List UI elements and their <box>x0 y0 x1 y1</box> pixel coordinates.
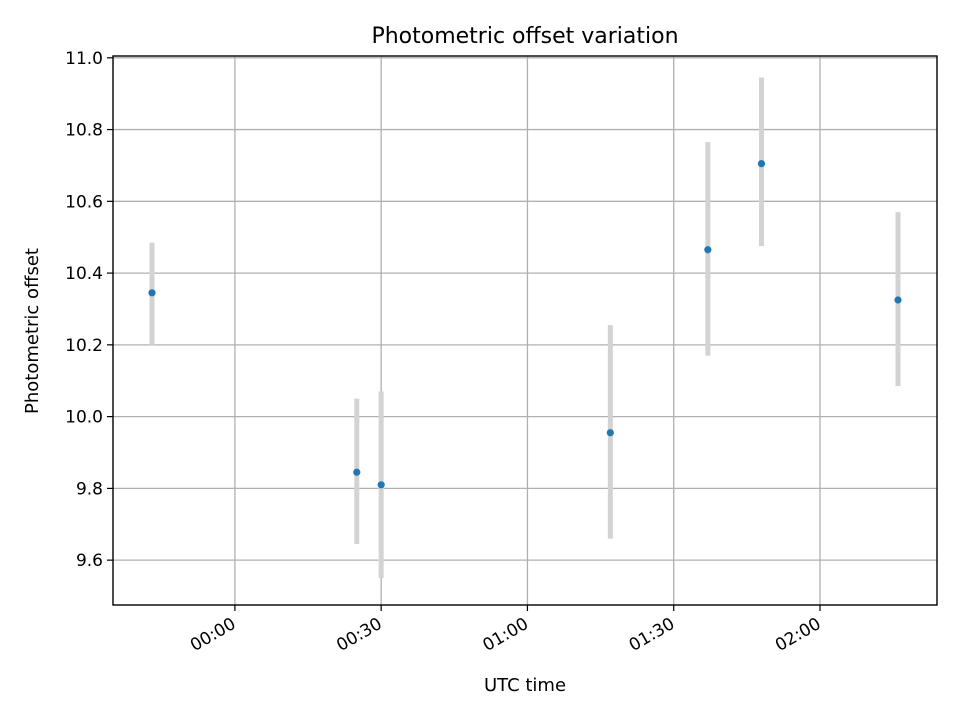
x-tick-label: 00:30 <box>333 614 385 656</box>
data-point <box>894 296 902 304</box>
y-tick-label: 10.6 <box>65 192 103 212</box>
y-tick-label: 10.0 <box>65 408 103 428</box>
error-bars <box>149 77 901 579</box>
x-tick-label: 00:00 <box>187 614 239 656</box>
data-point <box>704 246 712 254</box>
data-point <box>757 160 766 168</box>
y-tick-label: 11.0 <box>65 49 103 69</box>
y-tick-label: 10.8 <box>65 121 103 141</box>
x-tick-label: 02:00 <box>772 614 824 656</box>
data-point <box>148 289 156 297</box>
plot-frame <box>112 55 938 606</box>
x-axis-label: UTC time <box>484 675 566 696</box>
data-point <box>606 429 614 437</box>
data-point <box>377 481 385 489</box>
grid <box>113 56 937 605</box>
y-tick-label: 9.6 <box>76 551 103 571</box>
chart-title: Photometric offset variation <box>371 24 678 49</box>
data-point <box>353 468 361 476</box>
x-axis-ticks: 00:00 00:30 01:00 01:30 02:00 <box>187 605 824 656</box>
y-axis-ticks: 9.6 9.8 10.0 10.2 10.4 10.6 10.8 11.0 <box>65 49 113 571</box>
data-points <box>148 160 902 489</box>
x-tick-label: 01:00 <box>480 614 532 656</box>
y-tick-label: 9.8 <box>76 479 103 499</box>
y-tick-label: 10.2 <box>65 336 103 356</box>
x-tick-label: 01:30 <box>626 614 678 656</box>
y-tick-label: 10.4 <box>65 264 103 284</box>
y-axis-label: Photometric offset <box>22 248 43 414</box>
